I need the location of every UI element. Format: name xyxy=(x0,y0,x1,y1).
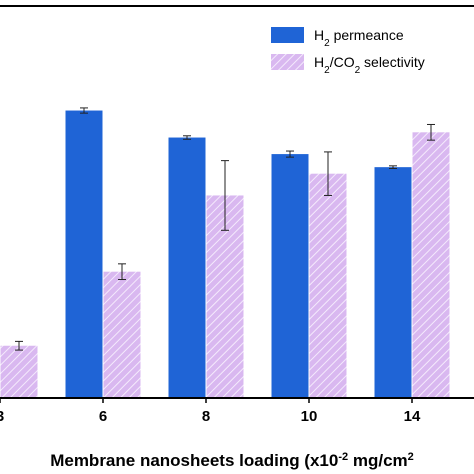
error-bar-h2-co2-selectivity-6 xyxy=(118,263,126,281)
labels-layer: 3 6 8 10 14 Membrane nanosheets loading (x10-… xyxy=(0,408,421,470)
bar-h2-co2-selectivity-10 xyxy=(309,173,347,398)
error-bar-h2-permeance-10 xyxy=(286,150,294,158)
x-tick-label-6: 6 xyxy=(99,408,107,425)
error-bar-h2-co2-selectivity-3 xyxy=(15,340,23,351)
legend-swatch xyxy=(271,54,304,70)
bar-h2-co2-selectivity-6 xyxy=(103,271,141,398)
bar-h2-permeance-14 xyxy=(374,167,412,398)
axes-layer xyxy=(0,5,474,403)
x-axis-title: Membrane nanosheets loading (x10-2 mg/cm… xyxy=(50,451,414,470)
bar-h2-co2-selectivity-3 xyxy=(0,345,38,398)
error-bar-h2-permeance-8 xyxy=(183,135,191,140)
bar-h2-permeance-8 xyxy=(168,137,206,398)
legend: H2 permeance H2/CO2 selectivity xyxy=(271,27,425,76)
legend-item-h2-co2-selectivity: H2/CO2 selectivity xyxy=(271,54,425,76)
legend-label: H2/CO2 selectivity xyxy=(314,54,425,76)
bar-h2-permeance-6 xyxy=(65,110,103,399)
legend-swatch xyxy=(271,27,304,43)
legend-label: H2 permeance xyxy=(314,27,404,49)
x-tick-label-14: 14 xyxy=(404,408,421,425)
error-bar-h2-permeance-14 xyxy=(389,165,397,169)
error-bar-h2-co2-selectivity-8 xyxy=(221,160,229,231)
error-bar-h2-co2-selectivity-14 xyxy=(427,123,435,141)
x-tick-label-8: 8 xyxy=(202,408,210,425)
bars-layer xyxy=(0,110,450,399)
error-bars-layer xyxy=(15,107,435,351)
x-tick-label-10: 10 xyxy=(301,408,318,425)
bar-h2-co2-selectivity-14 xyxy=(412,132,450,399)
bar-h2-permeance-10 xyxy=(271,154,309,398)
legend-item-h2-permeance: H2 permeance xyxy=(271,27,404,49)
error-bar-h2-permeance-6 xyxy=(80,107,88,114)
error-bar-h2-co2-selectivity-10 xyxy=(324,151,332,196)
x-tick-label-3: 3 xyxy=(0,408,4,425)
